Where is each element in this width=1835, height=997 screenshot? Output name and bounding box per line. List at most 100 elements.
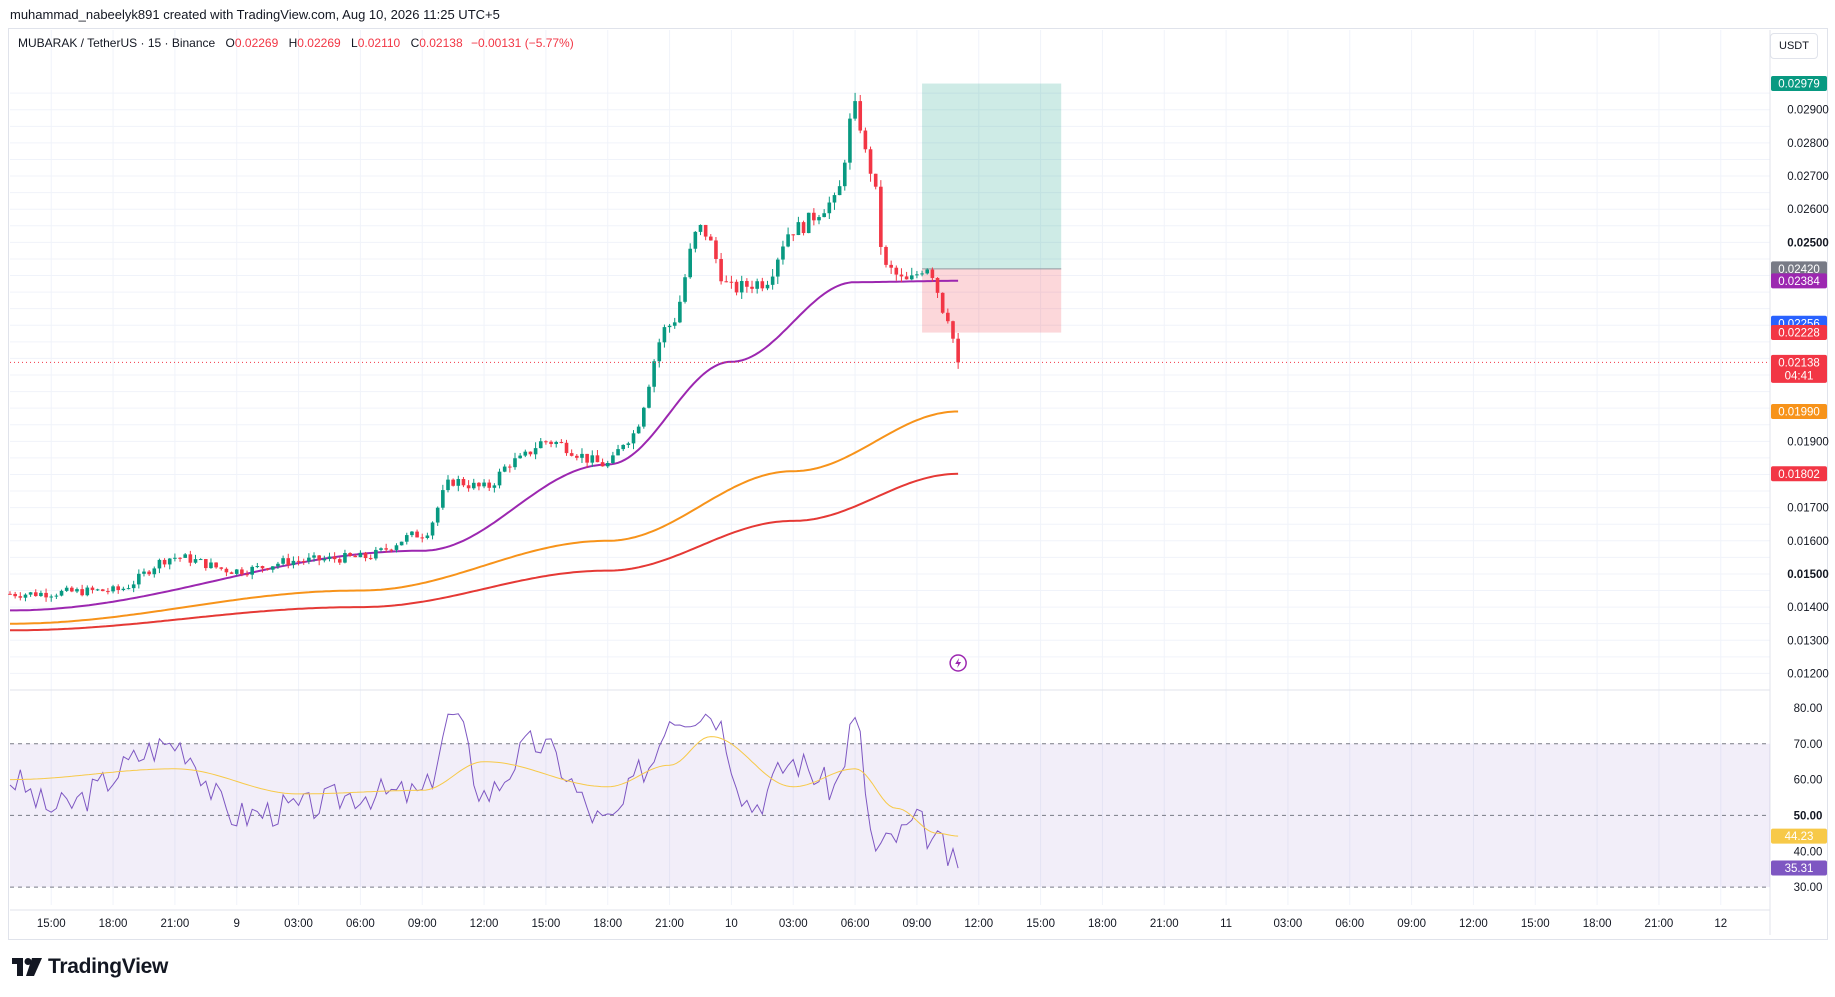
price-tick-label: 0.02800 bbox=[1787, 138, 1829, 150]
candle-body bbox=[198, 559, 203, 561]
price-tag: 0.01802 bbox=[1778, 469, 1820, 481]
profit-zone bbox=[922, 83, 1062, 269]
candle-body bbox=[801, 222, 806, 234]
price-tick-label: 0.02700 bbox=[1787, 171, 1829, 183]
candle-body bbox=[49, 596, 54, 598]
candle-body bbox=[142, 571, 146, 574]
candle-body bbox=[265, 568, 270, 570]
candle-body bbox=[745, 281, 749, 287]
candle-body bbox=[812, 212, 816, 221]
candle-body bbox=[70, 587, 74, 592]
candle-body bbox=[698, 224, 703, 232]
candle-body bbox=[85, 587, 90, 596]
symbol-name[interactable]: MUBARAK / TetherUS · 15 · Binance bbox=[18, 36, 216, 50]
candle-body bbox=[167, 558, 172, 565]
rsi-tick-label: 30.00 bbox=[1794, 882, 1823, 894]
candle-body bbox=[100, 589, 105, 592]
rsi-value-tag-bg bbox=[1771, 860, 1827, 876]
candle-body bbox=[889, 264, 893, 268]
candle-body bbox=[147, 571, 151, 575]
candle-body bbox=[209, 562, 213, 569]
candle-body bbox=[394, 545, 399, 550]
candle-body bbox=[657, 342, 662, 362]
rsi-tick-label: 70.00 bbox=[1794, 739, 1823, 751]
candle-body bbox=[647, 386, 651, 408]
candle-body bbox=[842, 162, 847, 187]
candle-body bbox=[291, 560, 296, 566]
candle-body bbox=[430, 522, 435, 536]
candle-body bbox=[296, 560, 301, 562]
candle-body bbox=[126, 588, 131, 590]
candle-body bbox=[59, 590, 64, 596]
candle-body bbox=[39, 592, 43, 597]
time-tick-label: 12:00 bbox=[1459, 918, 1488, 930]
close-value: 0.02138 bbox=[419, 36, 463, 50]
tradingview-logo[interactable]: TradingView bbox=[12, 955, 168, 979]
candle-body bbox=[508, 466, 512, 468]
price-tick-label: 0.01400 bbox=[1787, 602, 1829, 614]
price-tag-bg bbox=[1771, 76, 1827, 92]
currency-unit-button[interactable]: USDT bbox=[1770, 33, 1818, 59]
candle-body bbox=[229, 572, 234, 574]
time-tick-label: 15:00 bbox=[532, 918, 561, 930]
tradingview-logo-text: TradingView bbox=[48, 955, 169, 978]
candle-body bbox=[879, 186, 883, 247]
candle-body bbox=[636, 426, 641, 434]
candle-body bbox=[760, 281, 765, 289]
time-tick-label: 15:00 bbox=[1026, 918, 1055, 930]
time-tick-label: 12 bbox=[1714, 918, 1727, 930]
candle-body bbox=[729, 281, 734, 283]
candle-body bbox=[482, 482, 486, 487]
price-tick-label: 0.02500 bbox=[1787, 237, 1829, 249]
candle-body bbox=[920, 273, 924, 275]
candle-body bbox=[683, 277, 687, 302]
candle-body bbox=[276, 563, 280, 567]
candle-body bbox=[708, 236, 713, 241]
candle-body bbox=[642, 407, 646, 427]
time-tick-label: 09:00 bbox=[408, 918, 437, 930]
candle-body bbox=[956, 338, 960, 363]
time-tick-label: 15:00 bbox=[37, 918, 66, 930]
candle-body bbox=[714, 240, 718, 259]
price-tag: 0.01990 bbox=[1778, 406, 1820, 418]
candle-body bbox=[770, 276, 775, 285]
candle-body bbox=[909, 275, 914, 280]
candle-body bbox=[471, 482, 476, 489]
price-tick-label: 0.01200 bbox=[1787, 668, 1829, 680]
candle-body bbox=[337, 559, 342, 563]
open-value: 0.02269 bbox=[234, 36, 279, 50]
candle-body bbox=[827, 202, 832, 214]
candle-body bbox=[363, 552, 368, 559]
price-tag: 0.02228 bbox=[1778, 328, 1820, 340]
time-tick-label: 18:00 bbox=[593, 918, 622, 930]
candle-body bbox=[652, 361, 656, 387]
price-tag: 0.02384 bbox=[1778, 276, 1820, 288]
time-tick-label: 03:00 bbox=[779, 918, 808, 930]
candle-body bbox=[951, 321, 955, 339]
candle-body bbox=[44, 592, 48, 598]
candle-body bbox=[775, 259, 780, 277]
time-tick-label: 21:00 bbox=[161, 918, 190, 930]
candle-body bbox=[873, 173, 878, 187]
candle-body bbox=[54, 595, 59, 597]
candle-body bbox=[178, 557, 182, 559]
candle-body bbox=[755, 281, 759, 289]
rsi-ma-tag-bg bbox=[1771, 828, 1827, 844]
high-value: 0.02269 bbox=[297, 36, 341, 50]
candle-body bbox=[368, 558, 373, 560]
price-tag-bg bbox=[1771, 403, 1827, 419]
rsi-value-tag: 35.31 bbox=[1785, 863, 1814, 875]
candle-body bbox=[425, 535, 430, 539]
candle-body bbox=[312, 555, 316, 558]
price-tag-bg bbox=[1771, 466, 1827, 482]
candle-body bbox=[580, 453, 584, 458]
candle-body bbox=[322, 558, 327, 561]
candle-body bbox=[348, 553, 352, 556]
candle-body bbox=[301, 561, 306, 563]
candle-body bbox=[162, 559, 167, 565]
candle-body bbox=[8, 593, 12, 595]
lightning-icon[interactable] bbox=[949, 654, 967, 672]
candle-body bbox=[270, 566, 275, 570]
close-label: C bbox=[410, 36, 420, 50]
